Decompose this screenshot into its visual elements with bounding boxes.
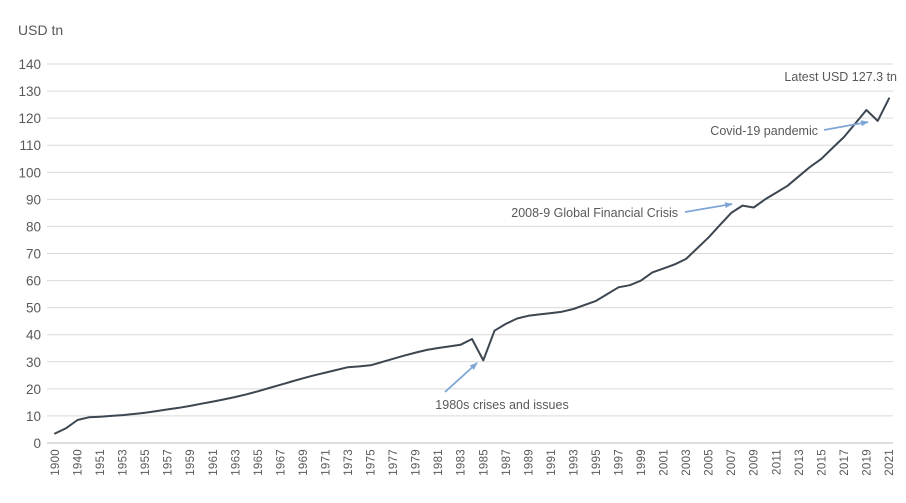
annotation-label: 1980s crises and issues	[435, 398, 568, 412]
y-tick-label: 0	[33, 436, 41, 451]
y-tick-label: 120	[18, 111, 41, 126]
x-tick-label: 1983	[456, 449, 468, 476]
x-tick-label: 1965	[253, 449, 265, 476]
x-tick-label: 1985	[478, 449, 490, 476]
x-tick-label: 1971	[320, 449, 332, 476]
y-tick-label: 140	[18, 57, 41, 72]
x-tick-label: 2021	[884, 449, 896, 476]
annotation-label: Covid-19 pandemic	[710, 124, 818, 138]
y-tick-label: 110	[19, 138, 41, 153]
x-tick-label: 1987	[501, 449, 513, 476]
x-tick-label: 1951	[95, 449, 107, 476]
x-tick-label: 2013	[794, 449, 806, 476]
y-tick-label: 30	[26, 355, 41, 370]
x-tick-label: 2009	[749, 449, 761, 476]
annotation-arrow	[823, 120, 869, 131]
y-tick-label: 130	[18, 84, 41, 99]
annotation-arrow	[684, 202, 733, 213]
x-tick-label: 2017	[839, 449, 851, 476]
x-tick-label: 2001	[659, 449, 671, 476]
x-tick-label: 2015	[816, 449, 828, 476]
x-tick-label: 1973	[343, 449, 355, 476]
y-tick-label: 40	[26, 328, 41, 343]
x-tick-label: 1969	[298, 449, 310, 476]
x-tick-label: 1963	[230, 449, 242, 476]
x-tick-label: 2003	[681, 449, 693, 476]
x-tick-label: 2019	[861, 449, 873, 476]
y-tick-label: 20	[26, 382, 41, 397]
x-tick-label: 1961	[208, 449, 220, 476]
x-tick-label: 1959	[185, 449, 197, 476]
y-tick-label: 60	[26, 274, 41, 289]
y-tick-label: 90	[26, 192, 41, 207]
y-tick-label: 50	[26, 301, 41, 316]
x-tick-label: 1979	[411, 449, 423, 476]
x-tick-label: 1981	[433, 449, 445, 476]
x-tick-label: 1955	[140, 449, 152, 476]
x-tick-label: 1999	[636, 449, 648, 476]
x-tick-label: 1989	[523, 449, 535, 476]
x-tick-label: 1957	[163, 449, 175, 476]
x-tick-label: 1940	[73, 449, 85, 476]
y-tick-label: 10	[26, 409, 41, 424]
x-tick-label: 2007	[726, 449, 738, 476]
data-line	[54, 97, 890, 435]
annotation-label: 2008-9 Global Financial Crisis	[511, 206, 678, 220]
x-tick-label: 2005	[704, 449, 716, 476]
x-tick-label: 1967	[275, 449, 287, 476]
x-tick-label: 2011	[771, 449, 783, 475]
y-axis-title: USD tn	[18, 22, 64, 38]
x-tick-label: 1991	[546, 449, 558, 476]
y-tick-label: 100	[18, 165, 41, 180]
annotation-label: Latest USD 127.3 tn	[784, 70, 897, 84]
x-tick-label: 1995	[591, 449, 603, 476]
annotation-arrow	[444, 362, 478, 393]
y-tick-label: 70	[26, 247, 41, 262]
x-tick-label: 1977	[388, 449, 400, 476]
x-tick-label: 1997	[614, 449, 626, 476]
y-tick-label: 80	[26, 219, 41, 234]
x-tick-label: 1993	[568, 449, 580, 476]
x-tick-label: 1953	[118, 449, 130, 476]
x-tick-label: 1900	[50, 449, 62, 476]
x-tick-label: 1975	[366, 449, 378, 476]
